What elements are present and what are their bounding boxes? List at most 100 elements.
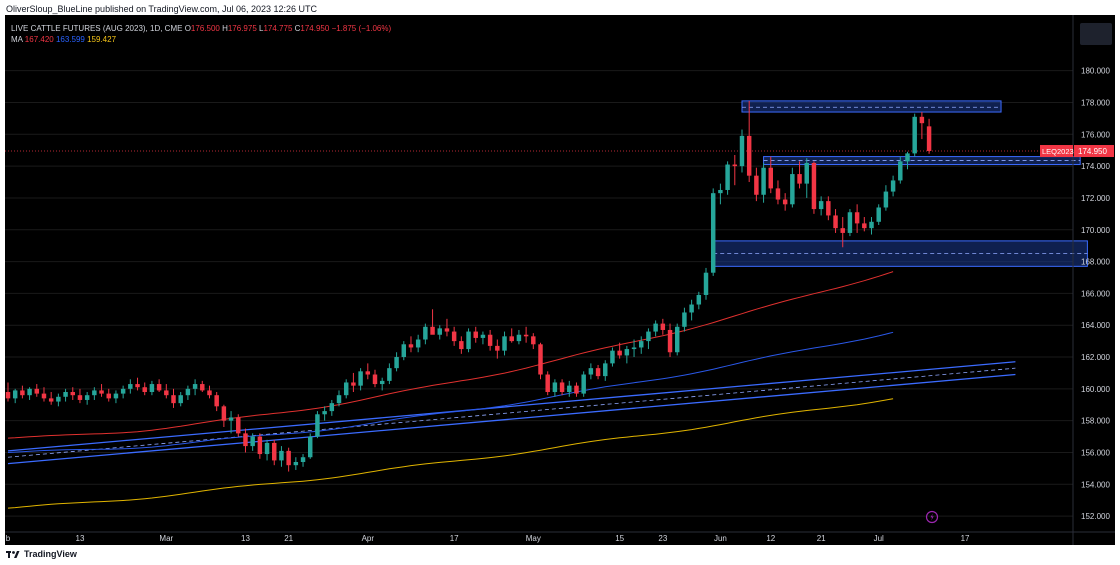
candle-body (754, 175, 759, 195)
candle-body (826, 201, 831, 216)
candle-body (703, 272, 709, 295)
candle-body (739, 135, 745, 167)
candle-body (286, 450, 291, 466)
y-tick-label: 180.000 (1081, 67, 1110, 76)
candle-body (128, 384, 133, 389)
candle-body (926, 126, 932, 152)
candle-body (41, 393, 47, 399)
candle-body (27, 388, 32, 396)
symbol-tag-text: LEQ2023 (1042, 147, 1074, 156)
y-tick-label: 152.000 (1081, 512, 1110, 521)
candle-body (790, 174, 795, 205)
candle-body (912, 116, 917, 154)
candle-body (689, 304, 694, 313)
candle-body (588, 368, 594, 375)
candle-body (365, 371, 371, 375)
candle-body (603, 363, 608, 377)
candle-body (840, 228, 845, 233)
candle-body (192, 384, 198, 389)
candle-body (567, 385, 572, 393)
candle-body (63, 392, 68, 397)
candle-body (272, 442, 277, 461)
candle-body (343, 382, 349, 396)
ohlc-l-value: 174.775 (263, 24, 293, 33)
candle-body (797, 174, 802, 184)
candle-body (746, 135, 752, 176)
candle-body (466, 331, 471, 350)
candle-body (639, 341, 644, 348)
candle-body (509, 336, 514, 342)
candle-body (171, 395, 176, 404)
y-tick-label: 172.000 (1081, 194, 1110, 203)
x-tick-label: 13 (76, 534, 85, 543)
candle-body (315, 414, 320, 437)
candle-body (120, 388, 126, 394)
candle-body (185, 388, 191, 396)
candle-body (459, 341, 464, 350)
ohlc-l-key: L (259, 24, 264, 33)
x-tick-label: 12 (766, 534, 775, 543)
candle-body (401, 344, 407, 358)
candle-body (559, 382, 565, 393)
candle-body (782, 199, 788, 205)
candle-body (660, 323, 666, 330)
candle-body (710, 193, 716, 273)
settings-gear-icon[interactable] (1080, 23, 1112, 45)
candle-body (495, 345, 500, 351)
x-tick-label: Jun (714, 534, 727, 543)
candle-body (732, 164, 738, 167)
trend-channel-line (7, 361, 1016, 452)
candle-body (905, 153, 910, 162)
candle-body (12, 390, 18, 399)
candle-body (84, 395, 90, 400)
candle-body (77, 395, 83, 400)
candle-body (682, 312, 687, 327)
y-tick-label: 170.000 (1081, 226, 1110, 235)
candle-body (696, 294, 702, 305)
candle-body (200, 384, 205, 391)
candle-body (5, 392, 11, 399)
y-tick-label: 166.000 (1081, 289, 1110, 298)
candle-body (178, 395, 183, 404)
candle-body (264, 442, 270, 455)
candle-body (833, 215, 838, 229)
last-price-tag-bg (1074, 145, 1114, 158)
candle-body (92, 390, 97, 396)
candle-body (106, 393, 111, 399)
candle-body (379, 380, 385, 385)
y-tick-label: 160.000 (1081, 385, 1110, 394)
chart-background (5, 15, 1115, 545)
candle-body (113, 393, 119, 399)
candle-body (149, 384, 155, 393)
candle-body (610, 350, 615, 364)
candle-body (322, 411, 327, 415)
clock-icon[interactable] (925, 510, 939, 524)
symbol-tag-bg (1040, 145, 1073, 158)
x-tick-label: May (526, 534, 541, 543)
x-tick-label: Apr (362, 534, 375, 543)
candle-body (142, 387, 147, 393)
candle-body (552, 382, 558, 393)
candle-body (847, 212, 853, 233)
candle-body (156, 384, 162, 391)
candle-body (329, 403, 335, 412)
candle-body (221, 406, 227, 421)
y-tick-label: 178.000 (1081, 98, 1110, 107)
moving-average-line (7, 398, 894, 509)
trend-channel-line (7, 373, 1016, 465)
candlestick-chart[interactable]: 152.000 154.000 156.000 158.000 160.000 162.0… (5, 15, 1115, 545)
candle-body (883, 191, 889, 208)
x-tick-label: b (6, 534, 11, 543)
tradingview-logo-icon (6, 550, 20, 558)
footer: TradingView (6, 549, 77, 559)
candle-body (574, 385, 579, 394)
candle-body (48, 398, 54, 402)
chart-panel[interactable]: 152.000 154.000 156.000 158.000 160.000 162.0… (5, 15, 1115, 545)
candle-body (523, 334, 529, 337)
candle-body (876, 207, 881, 222)
candle-body (293, 462, 299, 466)
candle-body (862, 223, 867, 229)
candle-body (430, 326, 435, 335)
candle-body (394, 357, 399, 369)
candle-body (804, 162, 809, 184)
